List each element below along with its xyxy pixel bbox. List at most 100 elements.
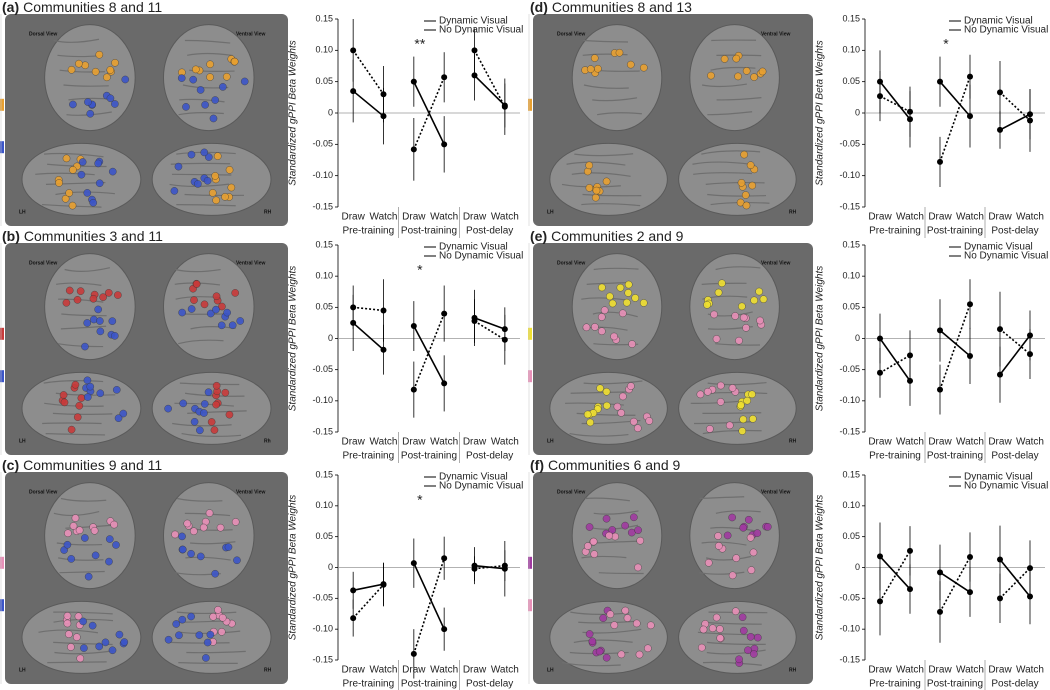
data-point bbox=[380, 91, 387, 98]
brain-node bbox=[164, 404, 172, 413]
brain-node bbox=[703, 301, 711, 309]
brain-node bbox=[584, 542, 592, 550]
brain-node bbox=[712, 335, 721, 343]
y-tick-label: 0 bbox=[855, 333, 860, 343]
brain-sulcus bbox=[170, 162, 231, 165]
series-segment bbox=[473, 49, 506, 108]
x-tick-label: Watch bbox=[370, 437, 398, 448]
brain-node bbox=[67, 65, 76, 74]
brain-node bbox=[89, 199, 98, 207]
brain-node bbox=[759, 295, 768, 303]
brain-node bbox=[195, 631, 204, 639]
brain-node bbox=[714, 532, 722, 540]
data-point bbox=[997, 126, 1003, 133]
brain-node bbox=[589, 537, 598, 546]
brain-node bbox=[749, 548, 758, 557]
series-segment bbox=[879, 338, 911, 382]
brain-node bbox=[73, 633, 81, 641]
data-point bbox=[410, 560, 417, 567]
brain-node bbox=[91, 551, 100, 560]
panel-title: (a) Communities 8 and 11 bbox=[2, 0, 162, 15]
data-point bbox=[937, 78, 943, 85]
brain-node bbox=[610, 332, 618, 341]
data-point bbox=[967, 554, 973, 561]
x-tick-label: Draw bbox=[341, 437, 365, 448]
brain-sulcus bbox=[693, 172, 753, 175]
brain-node bbox=[200, 400, 209, 408]
brain-sulcus bbox=[582, 193, 642, 197]
data-point bbox=[1027, 117, 1033, 124]
brain-label: LH bbox=[19, 438, 26, 444]
series-segment bbox=[999, 567, 1031, 599]
data-point bbox=[937, 327, 943, 334]
brain-node bbox=[728, 571, 737, 580]
brain-node bbox=[94, 159, 102, 168]
brain-node bbox=[735, 336, 743, 345]
community-color-bar bbox=[0, 327, 4, 340]
brain-sulcus bbox=[569, 432, 629, 437]
y-tick-label: -0.15 bbox=[312, 654, 333, 664]
data-point bbox=[937, 158, 943, 165]
legend-label: No Dynamic Visual bbox=[964, 25, 1048, 36]
x-tick-label: Draw bbox=[988, 212, 1012, 223]
brain-node bbox=[207, 418, 216, 426]
community-color-bar bbox=[528, 370, 532, 383]
series-segment bbox=[413, 562, 445, 630]
brain-panel: Dorsal View Ventral View LH RH (e) Communitie… bbox=[528, 228, 813, 455]
x-tick-label: Watch bbox=[896, 437, 924, 448]
brain-label: Dorsal View bbox=[557, 489, 585, 495]
brain-node bbox=[75, 59, 83, 68]
brain-node bbox=[206, 73, 214, 81]
data-point bbox=[937, 608, 943, 615]
brain-node bbox=[240, 77, 249, 86]
brain-node bbox=[716, 381, 725, 390]
panel-letter: (f) bbox=[530, 457, 544, 473]
legend-label: No Dynamic Visual bbox=[439, 251, 523, 262]
brain-node bbox=[121, 75, 130, 84]
brain-node bbox=[81, 342, 89, 351]
brain-sulcus bbox=[176, 611, 237, 615]
brain-node bbox=[75, 401, 84, 410]
brain-surface bbox=[678, 142, 797, 216]
brain-surface bbox=[689, 253, 780, 361]
brain-node bbox=[236, 317, 245, 325]
brain-node bbox=[231, 289, 239, 297]
brain-sulcus bbox=[60, 497, 107, 502]
brain-node bbox=[585, 523, 594, 531]
brain-node bbox=[61, 194, 70, 203]
brain-sulcus bbox=[172, 422, 232, 427]
brain-node bbox=[69, 522, 78, 530]
brain-node bbox=[205, 509, 214, 517]
y-tick-label: -0.15 bbox=[312, 426, 333, 436]
brain-node bbox=[108, 646, 117, 655]
data-point bbox=[1027, 351, 1033, 358]
data-point bbox=[441, 380, 448, 387]
brain-node bbox=[182, 103, 190, 111]
x-tick-label: Watch bbox=[491, 665, 519, 676]
y-tick-label: 0.05 bbox=[842, 76, 860, 86]
data-point bbox=[967, 352, 973, 359]
brain-sulcus bbox=[710, 526, 756, 532]
brain-node bbox=[716, 634, 724, 642]
series-segment bbox=[413, 325, 445, 384]
y-axis-label: Standardized gPPI Beta Weights bbox=[288, 266, 299, 411]
x-tick-label: Draw bbox=[463, 212, 487, 223]
brain-node bbox=[80, 644, 88, 652]
y-tick-label: -0.10 bbox=[839, 395, 860, 405]
brain-node bbox=[112, 541, 120, 549]
brain-node bbox=[763, 523, 772, 531]
community-color-bar bbox=[0, 556, 4, 569]
brain-label: Dorsal View bbox=[29, 489, 57, 495]
series-segment bbox=[474, 564, 505, 570]
brain-sulcus bbox=[583, 84, 629, 89]
brain-node bbox=[60, 398, 69, 407]
brain-sulcus bbox=[186, 650, 246, 654]
brain-sulcus bbox=[44, 152, 104, 158]
x-tick-label: Draw bbox=[341, 665, 365, 676]
y-tick-label: -0.05 bbox=[839, 364, 860, 374]
data-point bbox=[380, 307, 387, 314]
brain-node bbox=[731, 607, 740, 616]
brain-node bbox=[750, 73, 758, 81]
brain-node bbox=[233, 556, 241, 565]
y-tick-label: -0.05 bbox=[312, 139, 333, 149]
